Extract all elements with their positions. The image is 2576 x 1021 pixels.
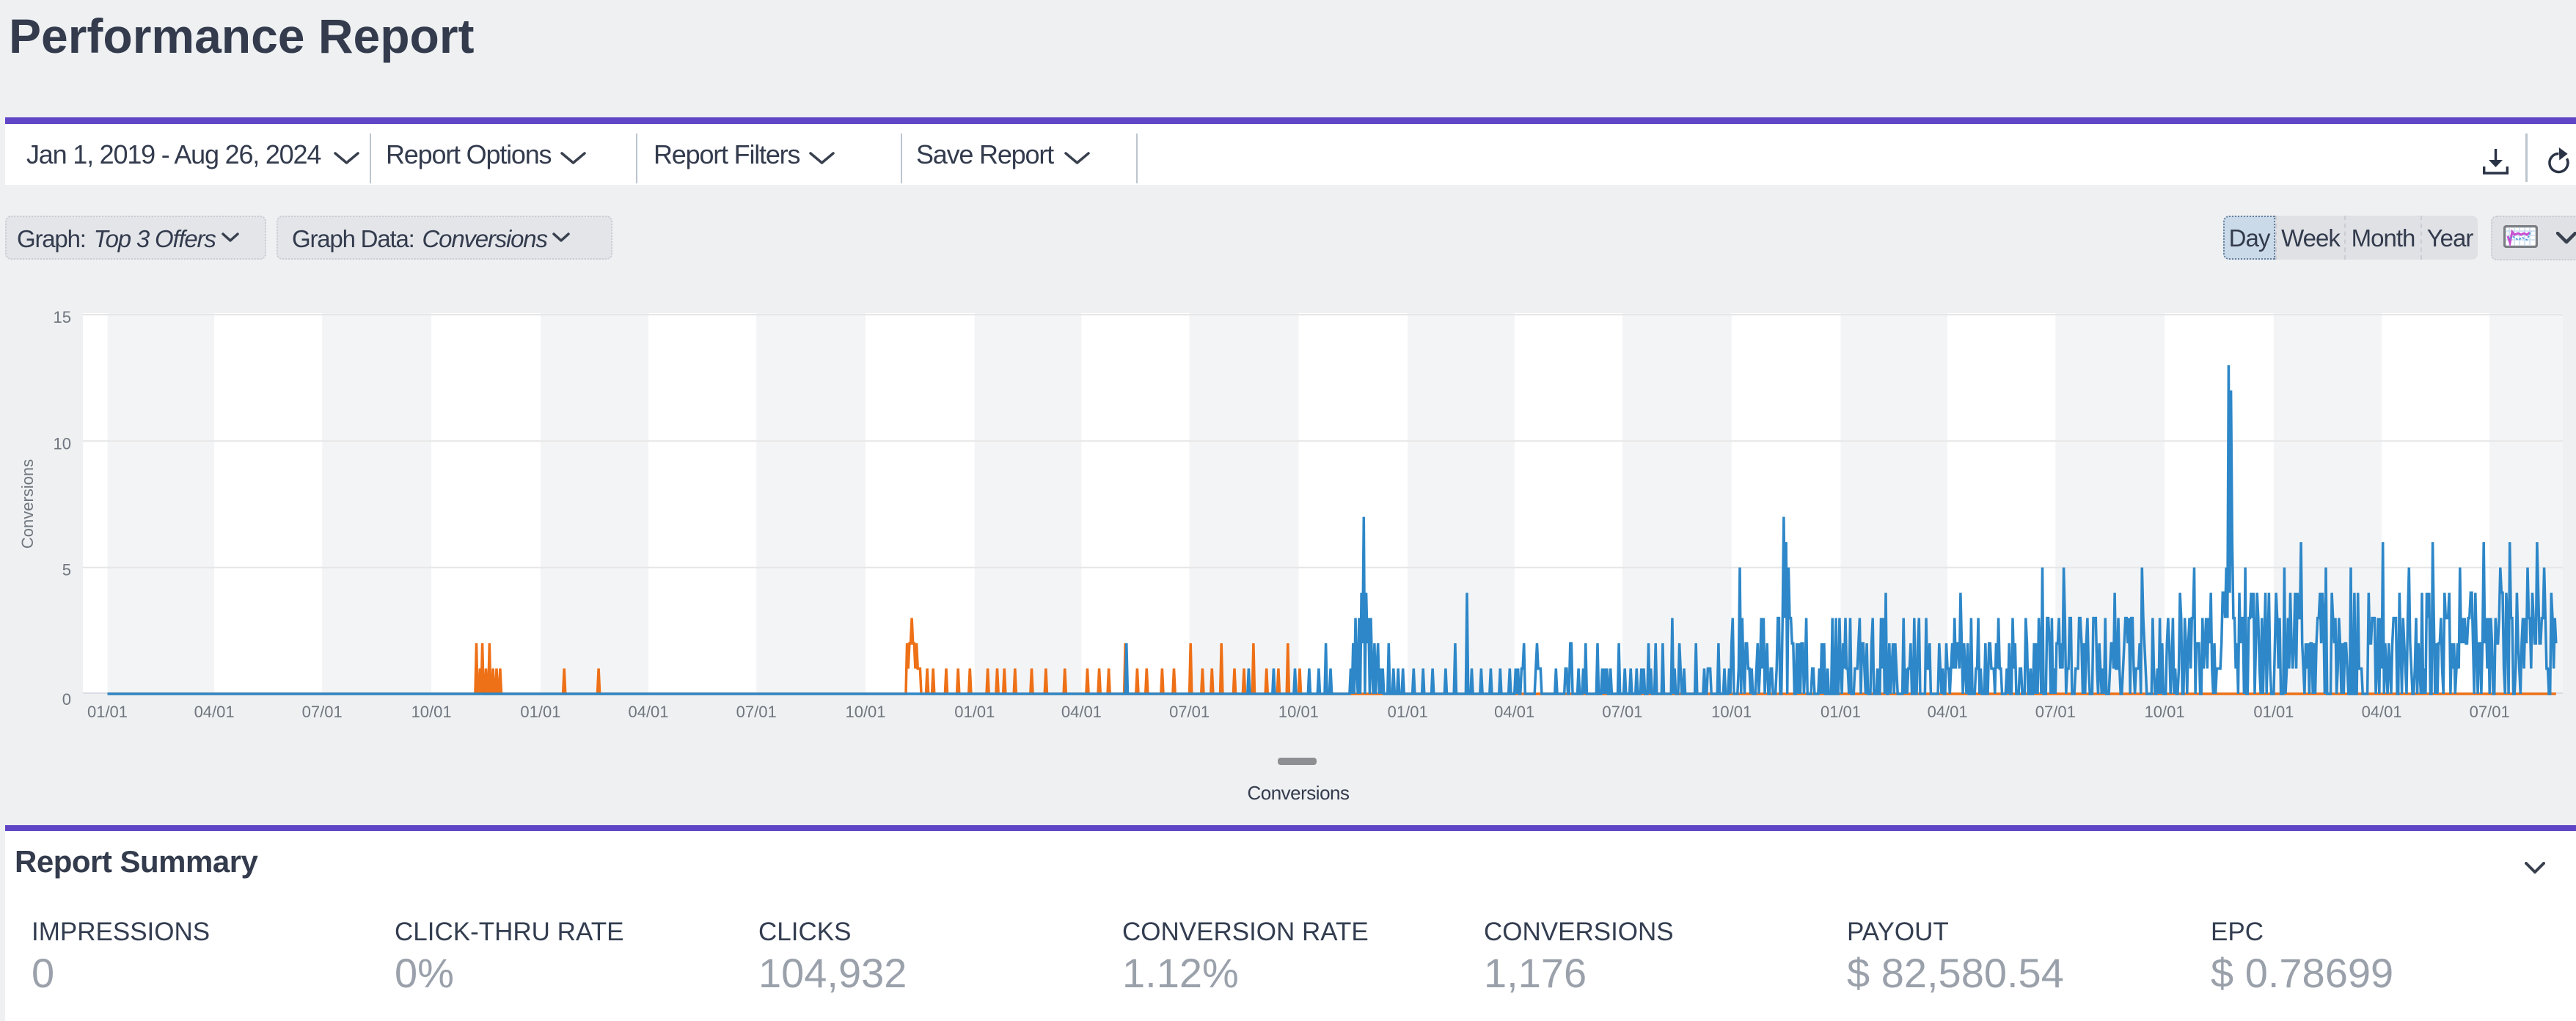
svg-text:10/01: 10/01 bbox=[2145, 703, 2185, 721]
svg-text:0: 0 bbox=[62, 690, 71, 709]
svg-text:01/01: 01/01 bbox=[2253, 703, 2294, 721]
svg-text:01/01: 01/01 bbox=[954, 703, 995, 721]
svg-text:01/01: 01/01 bbox=[1388, 703, 1428, 721]
svg-text:04/01: 04/01 bbox=[2362, 703, 2402, 721]
svg-text:10/01: 10/01 bbox=[411, 703, 452, 721]
svg-text:07/01: 07/01 bbox=[1602, 703, 1642, 721]
svg-text:Conversions: Conversions bbox=[18, 459, 37, 549]
svg-text:15: 15 bbox=[54, 308, 71, 326]
svg-text:07/01: 07/01 bbox=[1169, 703, 1210, 721]
svg-text:10/01: 10/01 bbox=[845, 703, 885, 721]
svg-text:04/01: 04/01 bbox=[628, 703, 668, 721]
svg-text:10/01: 10/01 bbox=[1711, 703, 1752, 721]
svg-text:04/01: 04/01 bbox=[1928, 703, 1968, 721]
svg-text:01/01: 01/01 bbox=[520, 703, 560, 721]
svg-text:01/01: 01/01 bbox=[1821, 703, 1861, 721]
svg-text:5: 5 bbox=[62, 561, 71, 579]
svg-text:04/01: 04/01 bbox=[1494, 703, 1534, 721]
svg-text:10/01: 10/01 bbox=[1278, 703, 1319, 721]
svg-text:04/01: 04/01 bbox=[1061, 703, 1102, 721]
svg-text:01/01: 01/01 bbox=[87, 703, 128, 721]
svg-text:07/01: 07/01 bbox=[302, 703, 343, 721]
svg-text:07/01: 07/01 bbox=[2470, 703, 2510, 721]
svg-text:07/01: 07/01 bbox=[2035, 703, 2076, 721]
svg-text:10: 10 bbox=[54, 434, 71, 453]
svg-text:04/01: 04/01 bbox=[194, 703, 235, 721]
svg-text:07/01: 07/01 bbox=[736, 703, 777, 721]
